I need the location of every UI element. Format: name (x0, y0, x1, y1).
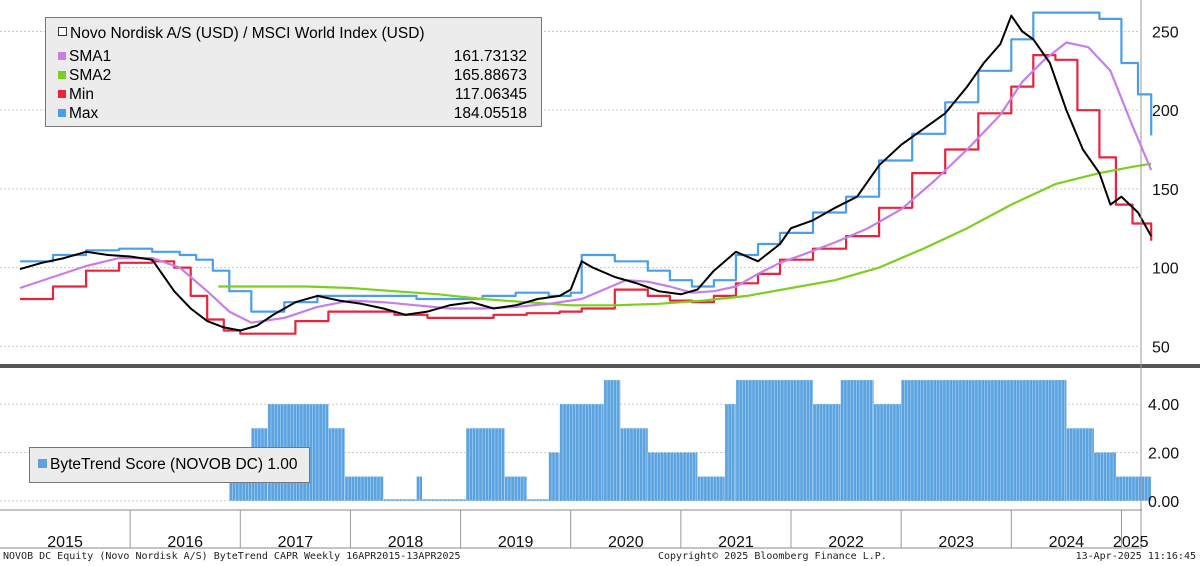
bytetrend-bar (620, 428, 648, 501)
legend-row-main: Novo Nordisk A/S (USD) / MSCI World Inde… (58, 24, 533, 43)
bytetrend-bar (840, 380, 874, 501)
bytetrend-bar (504, 476, 527, 501)
series-line-max (20, 11, 1153, 313)
bytetrend-legend: ByteTrend Score (NOVOB DC) 1.00 (29, 447, 310, 483)
year-label: 2023 (938, 534, 974, 551)
series-line-min (20, 54, 1153, 335)
bytetrend-bar (697, 476, 725, 501)
upper-tick-label: 250 (1152, 24, 1179, 41)
upper-tick-label: 200 (1152, 103, 1179, 120)
legend-max-value: 184.05518 (453, 105, 527, 122)
bytetrend-bars (229, 380, 1152, 501)
bytetrend-bar (383, 499, 417, 501)
bytetrend-swatch-icon (38, 459, 47, 469)
upper-tick-label: 100 (1152, 261, 1179, 278)
bytetrend-legend-label: ByteTrend Score (NOVOB DC) 1.00 (50, 456, 298, 473)
bytetrend-bar (559, 404, 604, 501)
year-label: 2025 (1113, 534, 1149, 551)
year-label: 2017 (278, 534, 314, 551)
axis-divider (1140, 364, 1200, 368)
year-label: 2019 (498, 534, 534, 551)
bytetrend-bar (813, 404, 841, 501)
legend-row-sma2: SMA2 165.88673 (58, 66, 533, 85)
bytetrend-bar (328, 428, 345, 501)
legend-sma1-value: 161.73132 (453, 48, 527, 65)
legend-max-label: Max (69, 105, 99, 122)
sma2-swatch-icon (58, 70, 66, 79)
upper-tick-label: 50 (1152, 339, 1170, 356)
legend-sma1-label: SMA1 (69, 48, 112, 65)
bytetrend-bar (647, 452, 698, 501)
price-lines (19, 11, 1153, 335)
year-label: 2020 (608, 534, 644, 551)
series-line-price (19, 14, 1153, 332)
bytetrend-bar (1066, 428, 1094, 501)
year-label: 2021 (718, 534, 754, 551)
year-label: 2016 (167, 534, 203, 551)
sma1-swatch-icon (58, 51, 66, 60)
bytetrend-bar (724, 404, 736, 501)
lower-tick-label: 0.00 (1148, 494, 1179, 511)
series-line-sma2 (218, 162, 1152, 307)
bytetrend-bar (548, 452, 560, 501)
series-line-sma1 (19, 41, 1153, 324)
legend-row-min: Min 117.06345 (58, 85, 533, 104)
price-legend: Novo Nordisk A/S (USD) / MSCI World Inde… (45, 17, 542, 127)
bytetrend-bar (901, 380, 1067, 501)
year-label: 2018 (388, 534, 424, 551)
legend-row-max: Max 184.05518 (58, 104, 533, 123)
bytetrend-bar (416, 476, 422, 501)
max-swatch-icon (58, 108, 66, 117)
bytetrend-bar (603, 380, 621, 501)
bytetrend-bar (1115, 476, 1152, 501)
panel-divider (0, 364, 1142, 368)
legend-sma2-value: 165.88673 (453, 67, 527, 84)
year-label: 2024 (1049, 534, 1085, 551)
lower-tick-label: 2.00 (1148, 445, 1179, 462)
bytetrend-bar (526, 499, 549, 501)
lower-tick-label: 4.00 (1148, 397, 1179, 414)
footer-source: NOVOB DC Equity (Novo Nordisk A/S) ByteT… (3, 551, 461, 562)
bytetrend-bar (873, 404, 902, 501)
year-axis: 2015 2016 2017 2018 2019 2020 2021 2022 2023 2024… (47, 510, 1149, 551)
legend-title: Novo Nordisk A/S (USD) / MSCI World Inde… (70, 25, 425, 42)
footer-copyright: Copyright© 2025 Bloomberg Finance L.P. (658, 551, 887, 562)
year-label: 2015 (47, 534, 83, 551)
year-label: 2022 (828, 534, 864, 551)
legend-min-value: 117.06345 (454, 86, 527, 103)
legend-sma2-label: SMA2 (69, 67, 112, 84)
upper-tick-label: 150 (1152, 182, 1179, 199)
series-marker-icon (58, 27, 67, 37)
footer-timestamp: 13-Apr-2025 11:16:45 (1075, 551, 1196, 562)
lower-y-axis: 0.00 2.00 4.00 (1148, 397, 1179, 511)
min-swatch-icon (58, 89, 66, 98)
bytetrend-bar (1093, 452, 1116, 501)
legend-min-label: Min (69, 86, 94, 103)
legend-row-sma1: SMA1 161.73132 (58, 47, 533, 66)
bytetrend-bar (422, 499, 467, 501)
upper-y-axis: 50 100 150 200 250 (1152, 24, 1179, 356)
